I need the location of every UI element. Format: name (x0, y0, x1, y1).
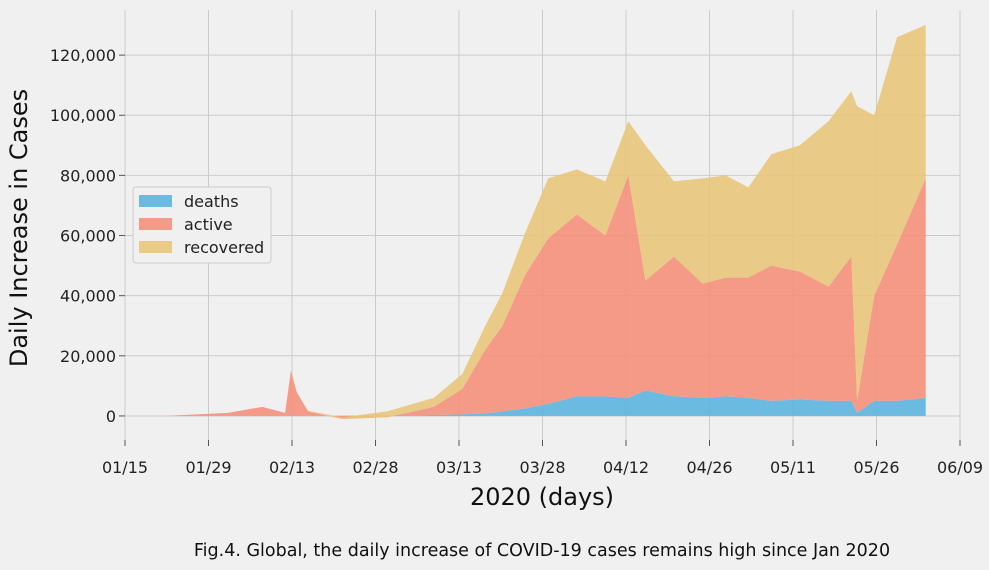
x-tick-label: 05/26 (853, 458, 899, 477)
x-tick-label: 01/29 (185, 458, 231, 477)
y-tick-label: 60,000 (60, 227, 116, 246)
legend-swatch-active (139, 218, 172, 230)
legend-label-deaths: deaths (184, 192, 239, 211)
legend-label-active: active (184, 215, 233, 234)
x-axis-label: 2020 (days) (470, 483, 614, 511)
legend: deaths active recovered (132, 186, 272, 264)
legend-swatch-deaths (139, 195, 172, 207)
x-axis-ticks: 01/15 01/29 02/13 02/28 03/13 03/28 04/12 04/26… (102, 440, 983, 477)
area-active (165, 175, 926, 419)
x-tick-label: 03/28 (519, 458, 565, 477)
x-tick-label: 06/09 (937, 458, 983, 477)
x-tick-label: 02/13 (269, 458, 315, 477)
area-deaths (165, 390, 926, 416)
x-tick-label: 01/15 (102, 458, 148, 477)
x-tick-label: 03/13 (436, 458, 482, 477)
stacked-areas (165, 25, 926, 419)
legend-swatch-recovered (139, 241, 172, 253)
y-tick-label: 20,000 (60, 347, 116, 366)
x-tick-label: 02/28 (352, 458, 398, 477)
x-tick-label: 04/26 (686, 458, 732, 477)
y-axis-label: Daily Increase in Cases (5, 89, 33, 367)
y-tick-label: 100,000 (50, 106, 116, 125)
y-tick-label: 120,000 (50, 46, 116, 65)
y-tick-label: 40,000 (60, 287, 116, 306)
figure-caption: Fig.4. Global, the daily increase of COV… (193, 541, 891, 561)
y-tick-label: 80,000 (60, 166, 116, 185)
legend-label-recovered: recovered (184, 238, 264, 257)
area-recovered (165, 25, 926, 419)
x-tick-label: 04/12 (603, 458, 649, 477)
x-tick-label: 05/11 (770, 458, 816, 477)
y-axis-ticks: 0 20,000 40,000 60,000 80,000 100,000 120,000 (50, 46, 125, 426)
y-tick-label: 0 (106, 407, 116, 426)
